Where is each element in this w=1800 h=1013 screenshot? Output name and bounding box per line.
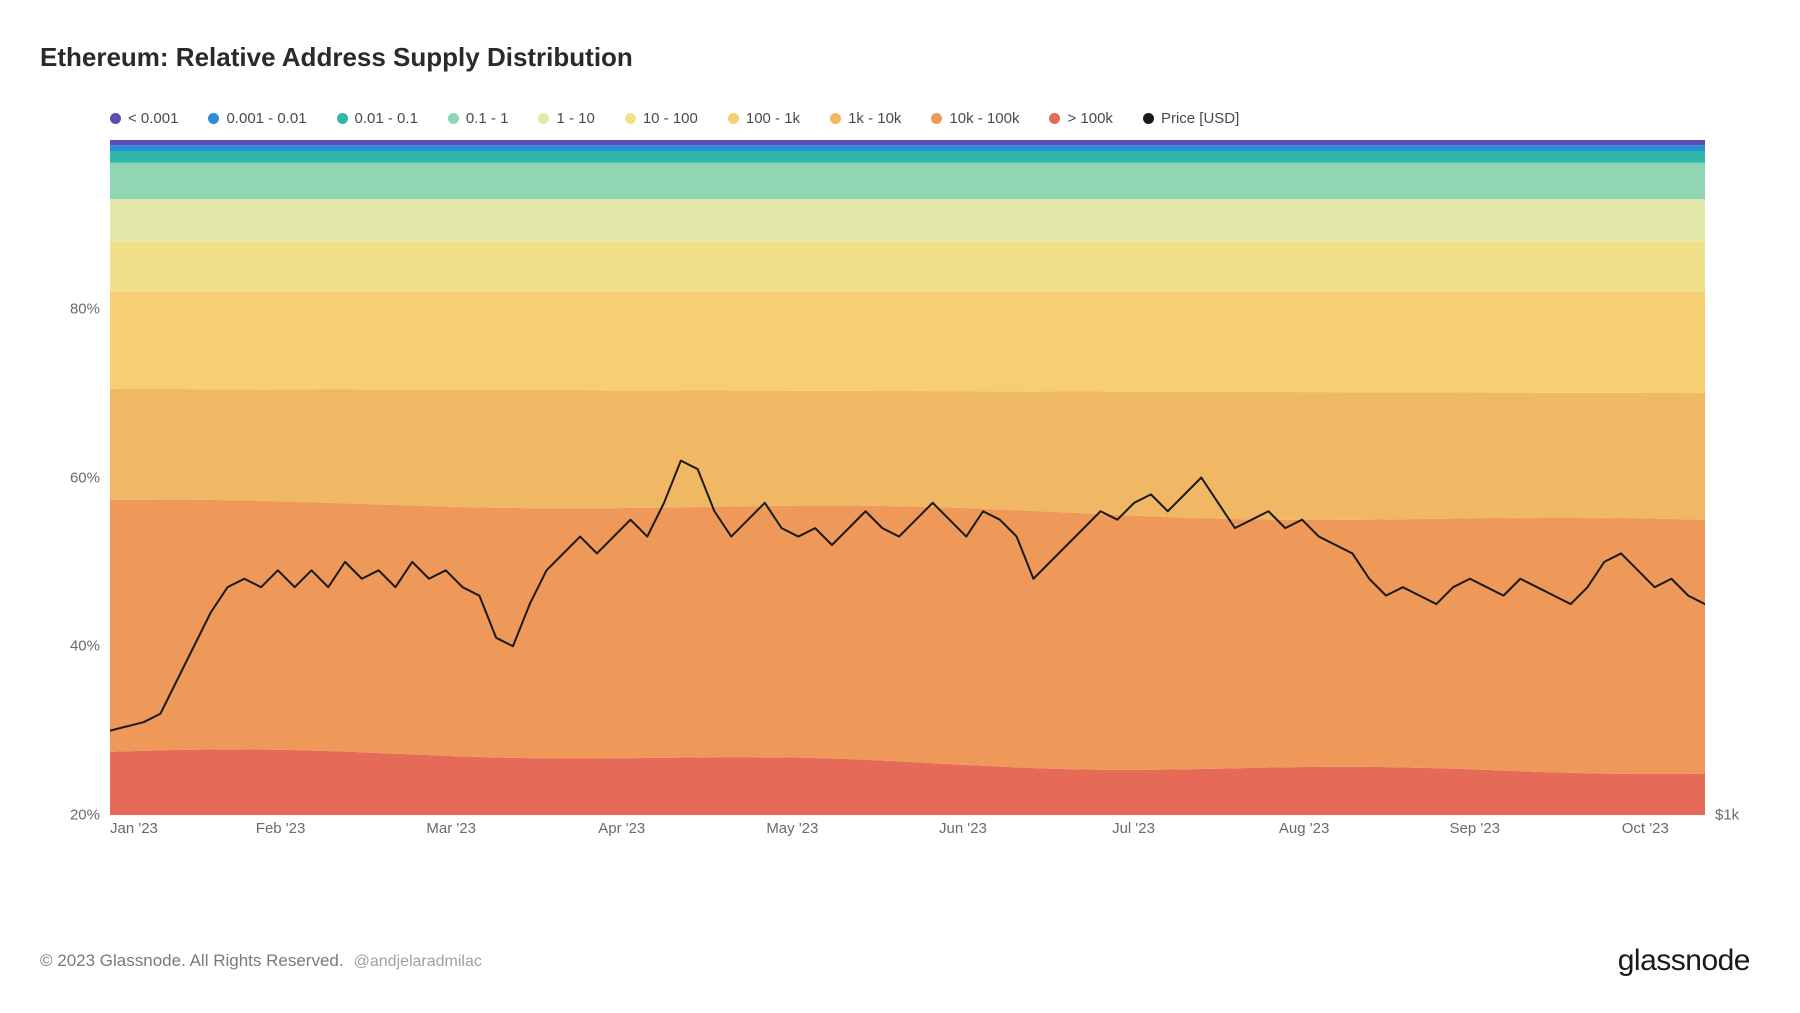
chart-title: Ethereum: Relative Address Supply Distri… xyxy=(40,42,633,73)
brand-logo: glassnode xyxy=(1618,944,1750,978)
plot-area xyxy=(110,140,1705,815)
y-tick-label: 40% xyxy=(50,638,100,655)
legend-item: 10 - 100 xyxy=(625,110,698,127)
area-band xyxy=(110,140,1705,145)
chart-svg xyxy=(110,140,1705,815)
legend-label: < 0.001 xyxy=(128,110,178,127)
legend-label: 0.001 - 0.01 xyxy=(226,110,306,127)
x-tick-label: Apr '23 xyxy=(598,820,645,837)
x-tick-label: Feb '23 xyxy=(256,820,306,837)
legend-label: 1k - 10k xyxy=(848,110,901,127)
legend-dot-icon xyxy=(110,113,121,124)
x-tick-label: Jul '23 xyxy=(1112,820,1155,837)
legend-dot-icon xyxy=(1049,113,1060,124)
x-tick-label: Mar '23 xyxy=(426,820,476,837)
legend-item: 0.1 - 1 xyxy=(448,110,509,127)
legend-label: 0.1 - 1 xyxy=(466,110,509,127)
legend-item: 10k - 100k xyxy=(931,110,1019,127)
legend-dot-icon xyxy=(208,113,219,124)
legend-label: 100 - 1k xyxy=(746,110,800,127)
area-band xyxy=(110,151,1705,163)
y-tick-label: 60% xyxy=(50,469,100,486)
legend-label: 0.01 - 0.1 xyxy=(355,110,418,127)
legend-item: 0.01 - 0.1 xyxy=(337,110,418,127)
x-tick-label: May '23 xyxy=(766,820,818,837)
area-band xyxy=(110,199,1705,241)
legend-dot-icon xyxy=(728,113,739,124)
legend-item: 100 - 1k xyxy=(728,110,800,127)
y-tick-label: 20% xyxy=(50,807,100,824)
legend-label: 10k - 100k xyxy=(949,110,1019,127)
area-band xyxy=(110,500,1705,774)
copyright-text: © 2023 Glassnode. All Rights Reserved. xyxy=(40,951,344,971)
legend-item: < 0.001 xyxy=(110,110,178,127)
legend-label: Price [USD] xyxy=(1161,110,1239,127)
legend-dot-icon xyxy=(337,113,348,124)
legend-label: 1 - 10 xyxy=(556,110,594,127)
area-band xyxy=(110,241,1705,292)
legend-dot-icon xyxy=(830,113,841,124)
area-band xyxy=(110,292,1705,393)
legend-dot-icon xyxy=(538,113,549,124)
legend-label: 10 - 100 xyxy=(643,110,698,127)
legend-dot-icon xyxy=(1143,113,1154,124)
y-axis: 20%40%60%80% xyxy=(50,140,100,815)
y2-tick-label: $1k xyxy=(1715,807,1739,824)
area-band xyxy=(110,145,1705,151)
area-band xyxy=(110,389,1705,520)
x-tick-label: Jun '23 xyxy=(939,820,987,837)
x-tick-label: Sep '23 xyxy=(1450,820,1500,837)
y-tick-label: 80% xyxy=(50,300,100,317)
legend-label: > 100k xyxy=(1067,110,1112,127)
legend-item: 1 - 10 xyxy=(538,110,594,127)
footer: © 2023 Glassnode. All Rights Reserved. @… xyxy=(40,951,482,971)
x-tick-label: Oct '23 xyxy=(1622,820,1669,837)
x-tick-label: Jan '23 xyxy=(110,820,158,837)
legend-item: 1k - 10k xyxy=(830,110,901,127)
legend-dot-icon xyxy=(625,113,636,124)
area-band xyxy=(110,163,1705,199)
legend-item: 0.001 - 0.01 xyxy=(208,110,306,127)
legend-item: Price [USD] xyxy=(1143,110,1239,127)
x-tick-label: Aug '23 xyxy=(1279,820,1329,837)
legend-item: > 100k xyxy=(1049,110,1112,127)
legend-dot-icon xyxy=(931,113,942,124)
legend: < 0.001 0.001 - 0.01 0.01 - 0.1 0.1 - 1 1 - … xyxy=(110,110,1239,127)
author-handle: @andjelaradmilac xyxy=(354,953,482,971)
legend-dot-icon xyxy=(448,113,459,124)
